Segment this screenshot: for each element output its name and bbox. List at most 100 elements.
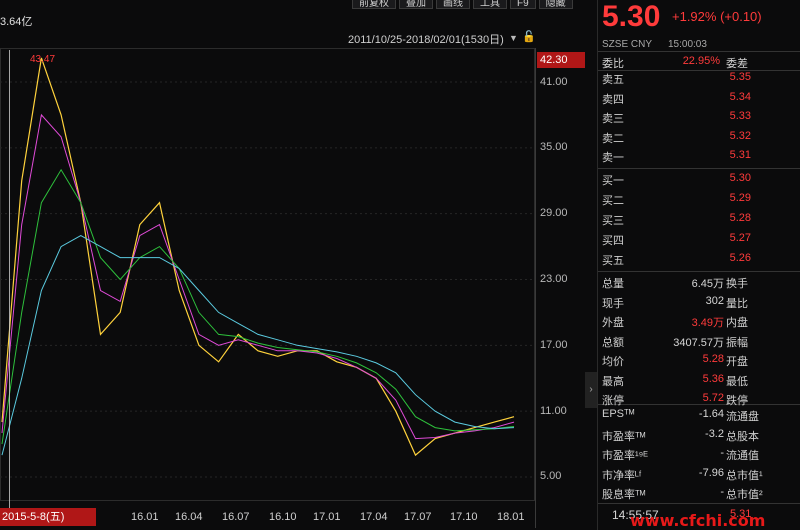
ask-level-label: 卖四 bbox=[602, 93, 624, 106]
fundamental-label-secondary: 流通值 bbox=[726, 450, 759, 462]
max-price-label: 43.47 bbox=[30, 54, 56, 65]
lock-icon[interactable]: 🔓 bbox=[522, 31, 536, 43]
kline-chart-area[interactable]: 前复权 叠加 画线 工具 F9 隐藏 3.64亿 2011/10/25-2018… bbox=[0, 0, 585, 530]
fundamental-label-secondary: 总股本 bbox=[726, 430, 759, 443]
x-tick: 17.04 bbox=[360, 511, 388, 523]
last-price: 5.30 bbox=[602, 0, 661, 33]
fundamental-label-secondary: 流通盘 bbox=[726, 411, 759, 423]
stat-label: 均价 bbox=[602, 356, 624, 368]
volume-label: 3.64亿 bbox=[0, 16, 33, 28]
fundamental-value: - bbox=[720, 447, 724, 459]
divider bbox=[598, 271, 800, 272]
divider bbox=[598, 168, 800, 169]
y-tick: 5.00 bbox=[540, 470, 562, 482]
watermark-text: www.cfchi.com bbox=[630, 511, 766, 530]
toolbar-tools-button[interactable]: 工具 bbox=[473, 0, 507, 9]
price-change: +1.92% (+0.10) bbox=[672, 9, 762, 24]
date-range-label[interactable]: 2011/10/25-2018/02/01(1530日) bbox=[348, 34, 504, 46]
x-tick: 16.01 bbox=[131, 511, 159, 523]
y-tick: 35.00 bbox=[540, 141, 568, 153]
chart-frame bbox=[0, 48, 535, 501]
y-tick: 23.00 bbox=[540, 273, 568, 285]
tick-price: 5.31 bbox=[730, 508, 752, 520]
exchange-currency: SZSE CNY bbox=[602, 39, 653, 50]
fundamental-label: 市净率ᴸᶠ bbox=[602, 469, 642, 482]
stat-label: 总额 bbox=[602, 336, 624, 349]
bid-level-price: 5.27 bbox=[729, 232, 751, 244]
current-price-tag: 42.30 bbox=[537, 52, 585, 68]
stat-value: 5.28 bbox=[702, 353, 724, 365]
toolbar-draw-button[interactable]: 画线 bbox=[436, 0, 470, 9]
bid-level-label: 买四 bbox=[602, 235, 624, 247]
series-line-3 bbox=[1, 235, 515, 456]
bid-level-price: 5.28 bbox=[729, 212, 751, 224]
divider bbox=[598, 404, 800, 405]
stat-value: 302 bbox=[705, 294, 724, 307]
fundamental-label: 股息率ᵀᴹ bbox=[602, 489, 646, 501]
toolbar-f9-button[interactable]: F9 bbox=[510, 0, 536, 9]
ask-level-price: 5.35 bbox=[729, 71, 751, 83]
stat-label-secondary: 换手 bbox=[726, 278, 748, 290]
stat-value: 5.72 bbox=[702, 392, 724, 404]
fundamental-label: 市盈率ᵀᴹ bbox=[602, 430, 646, 443]
y-tick: 11.00 bbox=[540, 405, 567, 417]
x-tick: 16.04 bbox=[175, 511, 203, 523]
ask-level-price: 5.32 bbox=[729, 129, 751, 142]
fundamental-label: 市盈率¹⁹ᴱ bbox=[602, 450, 648, 462]
stat-label: 外盘 bbox=[602, 317, 624, 329]
dropdown-triangle-icon[interactable]: ▼ bbox=[509, 33, 518, 43]
stat-label-secondary: 振幅 bbox=[726, 336, 748, 349]
stat-label: 最高 bbox=[602, 375, 624, 388]
series-line-2 bbox=[1, 168, 515, 445]
fundamental-value: -1.64 bbox=[698, 408, 724, 420]
stat-label-secondary: 跌停 bbox=[726, 395, 748, 407]
toolbar-hide-button[interactable]: 隐藏 bbox=[538, 0, 573, 9]
divider bbox=[598, 503, 800, 504]
quote-time: 15:00:03 bbox=[668, 39, 707, 50]
ask-level-price: 5.34 bbox=[729, 90, 751, 103]
chart-toolbar: 前复权 叠加 画线 工具 F9 隐藏 bbox=[352, 0, 576, 9]
series-line-0 bbox=[1, 57, 515, 457]
stat-label-secondary: 最低 bbox=[726, 375, 748, 388]
stat-label: 涨停 bbox=[602, 395, 624, 407]
bid-level-label: 买五 bbox=[602, 255, 624, 267]
bid-level-label: 买一 bbox=[602, 175, 624, 187]
toolbar-overlay-button[interactable]: 叠加 bbox=[399, 0, 433, 9]
kline-chart[interactable] bbox=[0, 0, 585, 530]
x-tick: 17.01 bbox=[313, 511, 341, 523]
fundamental-value: - bbox=[720, 486, 724, 498]
stat-value: 6.45万 bbox=[691, 278, 724, 290]
fundamental-label-secondary: 总市值¹ bbox=[726, 469, 763, 482]
wei-bi-label: 委比 bbox=[602, 58, 624, 70]
y-tick: 29.00 bbox=[540, 207, 568, 219]
stat-label: 现手 bbox=[602, 297, 624, 310]
quote-panel: 5.30 +1.92% (+0.10) SZSE CNY 15:00:03 委比… bbox=[597, 0, 800, 530]
cursor-date-box: 2015-5-8(五) bbox=[0, 508, 96, 526]
x-tick: 16.10 bbox=[269, 511, 297, 523]
wei-bi-value: 22.95% bbox=[682, 55, 720, 67]
divider bbox=[598, 51, 800, 52]
bid-level-price: 5.30 bbox=[729, 172, 751, 184]
tick-time: 14:55:57 bbox=[612, 508, 659, 522]
collapse-panel-button[interactable]: › bbox=[585, 372, 597, 408]
series-line-1 bbox=[1, 113, 515, 440]
stat-value: 3.49万 bbox=[691, 317, 724, 329]
x-tick: 18.01 bbox=[497, 511, 525, 523]
fundamental-label: EPSᵀᴹ bbox=[602, 408, 635, 420]
ask-level-price: 5.31 bbox=[729, 149, 751, 161]
x-tick: 16.07 bbox=[222, 511, 250, 523]
fundamental-value: -7.96 bbox=[698, 466, 724, 479]
wei-cha-label: 委差 bbox=[726, 58, 748, 70]
ask-level-label: 卖三 bbox=[602, 113, 624, 125]
bid-level-price: 5.26 bbox=[729, 252, 751, 264]
ask-level-price: 5.33 bbox=[729, 110, 751, 122]
x-tick: 17.07 bbox=[404, 511, 432, 523]
stat-label: 总量 bbox=[602, 278, 624, 290]
stat-value: 3407.57万 bbox=[673, 336, 724, 349]
bid-level-label: 买二 bbox=[602, 195, 624, 207]
ask-level-label: 卖五 bbox=[602, 74, 624, 86]
stat-label-secondary: 内盘 bbox=[726, 317, 748, 329]
toolbar-adjust-button[interactable]: 前复权 bbox=[352, 0, 396, 9]
fundamental-value: -3.2 bbox=[705, 427, 724, 440]
bid-level-price: 5.29 bbox=[729, 192, 751, 204]
